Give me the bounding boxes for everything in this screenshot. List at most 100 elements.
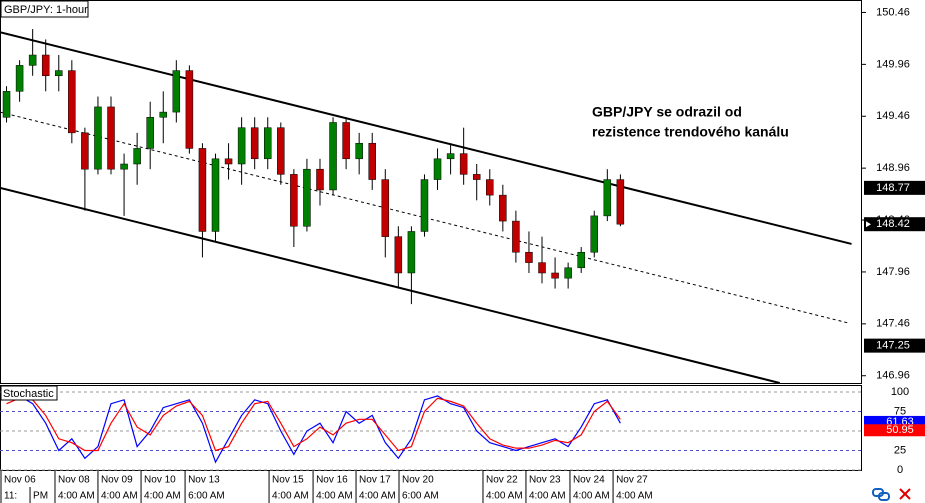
y-tick-label: 148.96: [876, 162, 910, 174]
candle-body: [237, 127, 246, 165]
candle-body: [159, 111, 168, 118]
y-tick-label: 147.46: [876, 318, 910, 330]
candle-body: [277, 127, 285, 175]
candle-body: [211, 158, 220, 232]
y-tick-label: 75: [894, 405, 906, 417]
candle-body: [68, 70, 76, 134]
candle-body: [94, 106, 102, 170]
x-tick-label: 4:00 AM: [272, 491, 309, 502]
x-tick-label: Nov 27: [616, 475, 648, 486]
annotation: GBP/JPY se odrazil od: [592, 104, 742, 120]
price-marker-label: 147.25: [876, 340, 910, 352]
x-tick-label: 6:00 AM: [402, 491, 439, 502]
trend-line: [0, 31, 852, 245]
x-tick-label: 4:00 AM: [58, 491, 95, 502]
candle-body: [590, 215, 599, 253]
x-tick-label: 6:00 AM: [188, 491, 225, 502]
candle-body: [198, 148, 207, 232]
candle-body: [407, 231, 416, 274]
candle-body: [2, 91, 11, 118]
candle-body: [472, 174, 481, 180]
link-icon[interactable]: [878, 492, 890, 501]
candle-body: [28, 54, 37, 66]
candle-body: [459, 153, 468, 175]
icons: [872, 488, 911, 501]
price-marker-label: 148.77: [876, 182, 910, 194]
y-tick-label: 150.46: [876, 6, 910, 18]
y-tick-label: 100: [891, 386, 909, 398]
candle-body: [224, 158, 233, 165]
x-tick-label: Nov 09: [101, 475, 133, 486]
candle-body: [15, 65, 24, 92]
candle-body: [250, 127, 259, 160]
candle-body: [551, 272, 559, 279]
price-marker-label: 148.42: [876, 218, 910, 230]
candle-body: [616, 179, 625, 225]
x-tick-label: 4:00 AM: [316, 491, 353, 502]
candle-body: [329, 122, 337, 191]
x-tick-label: Nov 15: [272, 475, 304, 486]
trend-line: [0, 186, 780, 384]
x-tick-label: 4:00 AM: [486, 491, 523, 502]
marker-arrow: [866, 221, 871, 228]
candle-body: [368, 142, 376, 180]
price-marker: [864, 217, 925, 232]
candle-body: [133, 148, 141, 165]
price-marker: [864, 180, 925, 195]
x-tick-label: 4:00 AM: [573, 491, 610, 502]
candle-body: [538, 262, 546, 274]
candle-body: [41, 54, 50, 77]
candle-body: [263, 127, 272, 160]
candle-body: [303, 168, 311, 227]
candle-body: [394, 236, 403, 274]
y-tick-label: 0: [897, 464, 903, 476]
x-tick-label: Nov 06: [4, 475, 36, 486]
candle-body: [603, 179, 612, 217]
candle-body: [355, 142, 363, 160]
title-box: [0, 0, 89, 18]
candle-body: [342, 122, 350, 160]
x-tick-label: Nov 16: [316, 475, 348, 486]
indicator-title: Stochastic: [3, 388, 54, 400]
candle-body: [146, 117, 154, 149]
value-marker-label: 50.95: [886, 424, 914, 436]
candle-body: [381, 179, 390, 237]
x-tick-label: 4:00 AM: [144, 491, 181, 502]
stochastic-line: [6, 395, 621, 464]
close-icon[interactable]: [899, 488, 911, 500]
x-tick-label: 11:: [4, 491, 17, 502]
chart-title: GBP/JPY: 1-hour: [4, 4, 88, 16]
y-tick-label: 146.96: [876, 370, 910, 382]
y-tick-label: 149.46: [876, 110, 910, 122]
candle-body: [172, 70, 181, 113]
candle-body: [577, 251, 585, 269]
trend-line: [0, 111, 848, 324]
x-tick-label: PM: [33, 491, 48, 502]
candle-body: [433, 158, 442, 180]
x-tick-label: 4:00 AM: [101, 491, 138, 502]
candle-body: [564, 267, 572, 279]
x-tick-label: Nov 23: [529, 475, 561, 486]
x-tick-label: Nov 22: [486, 475, 518, 486]
candle-body: [185, 70, 194, 149]
x-tick-label: 4:00 AM: [359, 491, 396, 502]
candle-body: [499, 194, 507, 222]
candle-body: [316, 168, 324, 191]
candle-body: [81, 132, 89, 170]
y-tick-label: 147.96: [876, 266, 910, 278]
annotation: rezistence trendového kanálu: [592, 124, 789, 140]
stochastic-line: [6, 397, 621, 452]
title-box: [0, 385, 58, 401]
candle-body: [486, 179, 494, 196]
x-tick-label: Nov 20: [402, 475, 434, 486]
candle-body: [420, 179, 429, 232]
x-tick-label: Nov 08: [58, 475, 90, 486]
candle-body: [446, 153, 455, 160]
candle-body: [512, 220, 520, 253]
stochastic-panel: [0, 385, 862, 471]
value-marker: [864, 424, 925, 437]
candle-body: [55, 70, 63, 77]
candle-body: [120, 163, 128, 170]
candle-body: [290, 174, 298, 227]
x-tick-label: Nov 24: [573, 475, 605, 486]
